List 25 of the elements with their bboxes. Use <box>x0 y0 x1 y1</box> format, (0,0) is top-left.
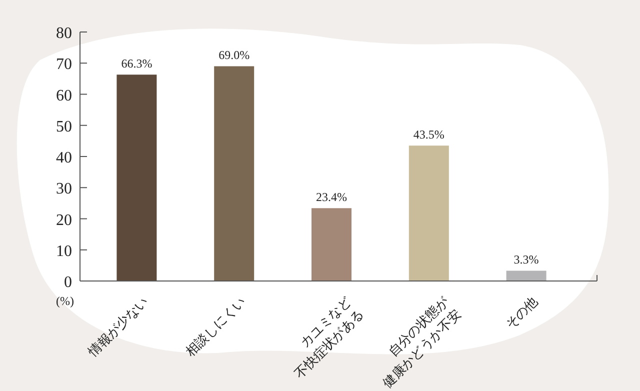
y-tick-label: 10 <box>56 242 72 260</box>
y-tick-label: 50 <box>56 118 72 136</box>
y-tick-label: 30 <box>56 180 72 198</box>
bar <box>408 146 449 281</box>
y-axis-title: (%) <box>56 294 74 308</box>
data-label: 23.4% <box>316 190 347 204</box>
y-tick-label: 20 <box>56 212 72 229</box>
data-label: 69.0% <box>218 48 250 62</box>
y-tick-label: 60 <box>56 87 72 104</box>
bar <box>506 270 546 281</box>
bar <box>116 74 157 281</box>
y-tick-label: 70 <box>56 56 72 74</box>
bar <box>312 208 352 281</box>
x-tick-label: カユミなど 不快症状がある <box>291 294 366 382</box>
data-label: 3.3% <box>514 252 539 267</box>
x-tick-label: 自分の状態が 健康かどうか不安 <box>380 292 464 390</box>
data-label: 43.5% <box>413 128 444 142</box>
bar <box>214 66 254 281</box>
y-tick-label: 0 <box>64 274 72 291</box>
x-tick-label: 情報が少ない <box>84 294 151 360</box>
x-tick-label: その他 <box>502 294 540 332</box>
x-tick-label: 相談しにくい <box>182 294 248 360</box>
y-tick-label: 40 <box>56 150 72 166</box>
data-label: 66.3% <box>121 56 152 71</box>
y-tick-label: 80 <box>56 25 72 42</box>
